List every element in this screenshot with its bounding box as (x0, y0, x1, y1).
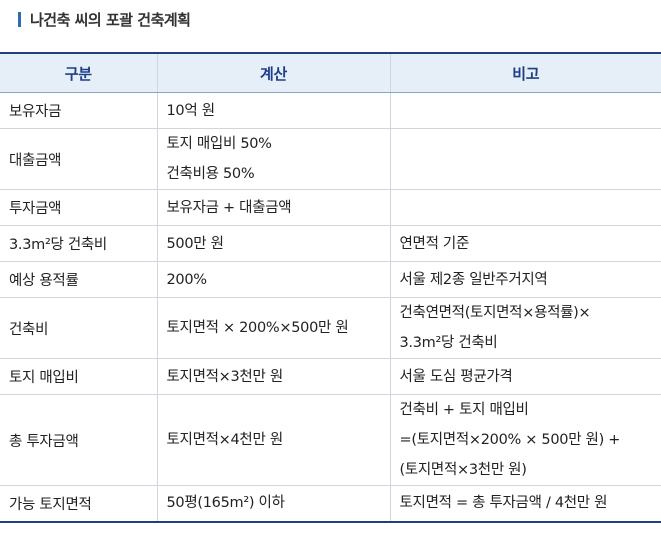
calculation-line: 토지 매입비 50% (166, 136, 272, 152)
header-category: 구분 (0, 52, 157, 93)
calculation-line: 10억 원 (166, 102, 216, 119)
table-row: 대출금액 토지 매입비 50% 건축비용 50% (0, 128, 661, 190)
row-calculation: 토지면적 × 200%×500만 원 (156, 297, 390, 359)
table-row: 예상 용적률 200% 서울 제2종 일반주거지역 (0, 261, 661, 298)
table-row: 총 투자금액 토지면적×4천만 원 건축비 + 토지 매입비 =(토지면적×200% … (0, 394, 661, 486)
calculation-line: 건축비용 50% (166, 166, 255, 182)
row-note: 건축비 + 토지 매입비 =(토지면적×200% × 500만 원) + (토지면… (389, 394, 661, 486)
note-line: 연면적 기준 (399, 235, 470, 252)
table-row: 보유자금 10억 원 (0, 92, 661, 129)
page-title: 나건축 씨의 포괄 건축계획 (30, 10, 191, 29)
row-calculation: 10억 원 (156, 92, 390, 129)
calculation-line: 토지면적×4천만 원 (166, 432, 284, 448)
note-line: 건축비 + 토지 매입비 (399, 402, 529, 418)
row-calculation: 200% (156, 261, 390, 298)
table-header-row: 구분 계산 비고 (0, 52, 661, 93)
row-label: 대출금액 (0, 128, 157, 190)
row-label: 예상 용적률 (0, 261, 157, 298)
row-calculation: 토지 매입비 50% 건축비용 50% (156, 128, 390, 190)
table-row: 가능 토지면적 50평(165m²) 이하 토지면적 = 총 투자금액 / 4천만 … (0, 485, 661, 523)
section-title: 나건축 씨의 포괄 건축계획 (18, 8, 191, 30)
row-calculation: 토지면적×3천만 원 (156, 358, 390, 395)
row-note (389, 189, 661, 226)
note-line: 토지면적 = 총 투자금액 / 4천만 원 (399, 495, 608, 512)
calculation-line: 토지면적 × 200%×500만 원 (166, 320, 349, 336)
row-note: 서울 도심 평균가격 (389, 358, 661, 395)
calculation-line: 토지면적×3천만 원 (166, 368, 284, 385)
note-line: (토지면적×3천만 원) (399, 462, 527, 478)
row-label: 총 투자금액 (0, 394, 157, 486)
row-note: 서울 제2종 일반주거지역 (389, 261, 661, 298)
row-label: 토지 매입비 (0, 358, 157, 395)
table-row: 3.3m²당 건축비 500만 원 연면적 기준 (0, 225, 661, 262)
table-row: 투자금액 보유자금 + 대출금액 (0, 189, 661, 226)
row-note: 연면적 기준 (389, 225, 661, 262)
row-calculation: 토지면적×4천만 원 (156, 394, 390, 486)
table-row: 토지 매입비 토지면적×3천만 원 서울 도심 평균가격 (0, 358, 661, 395)
calculation-line: 50평(165m²) 이하 (166, 495, 285, 512)
note-line: 서울 도심 평균가격 (399, 368, 513, 385)
row-label: 가능 토지면적 (0, 485, 157, 523)
row-label: 보유자금 (0, 92, 157, 129)
row-label: 투자금액 (0, 189, 157, 226)
note-line: =(토지면적×200% × 500만 원) + (399, 432, 621, 448)
row-note: 토지면적 = 총 투자금액 / 4천만 원 (389, 485, 661, 523)
header-notes: 비고 (389, 52, 661, 93)
row-note (389, 92, 661, 129)
row-note: 건축연면적(토지면적×용적률)× 3.3m²당 건축비 (389, 297, 661, 359)
row-calculation: 보유자금 + 대출금액 (156, 189, 390, 226)
table-row: 건축비 토지면적 × 200%×500만 원 건축연면적(토지면적×용적률)× 3.3… (0, 297, 661, 359)
row-label: 3.3m²당 건축비 (0, 225, 157, 262)
calculation-line: 보유자금 + 대출금액 (166, 199, 292, 216)
note-line: 건축연면적(토지면적×용적률)× (399, 305, 591, 321)
row-calculation: 500만 원 (156, 225, 390, 262)
note-line: 3.3m²당 건축비 (399, 335, 498, 351)
note-line: 서울 제2종 일반주거지역 (399, 271, 548, 288)
row-calculation: 50평(165m²) 이하 (156, 485, 390, 523)
title-accent-bar (18, 11, 21, 27)
row-note (389, 128, 661, 190)
header-calculation: 계산 (156, 52, 390, 93)
row-label: 건축비 (0, 297, 157, 359)
calculation-line: 500만 원 (166, 235, 224, 252)
calculation-line: 200% (166, 271, 208, 288)
